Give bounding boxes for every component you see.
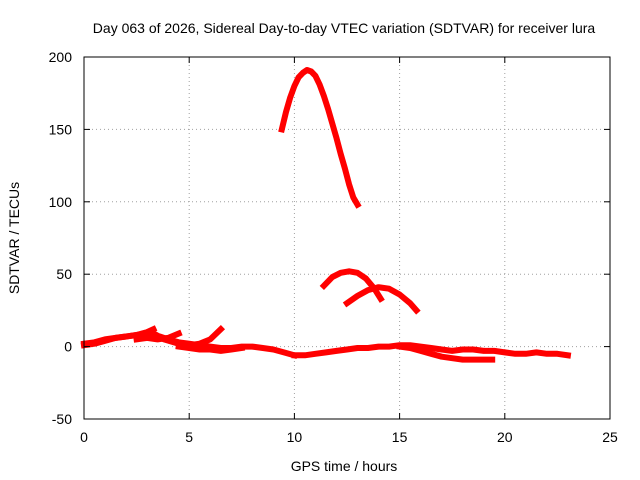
- series-line-arc-2: [291, 342, 572, 359]
- x-tick-label: 25: [602, 429, 618, 445]
- series-line-arc-5: [147, 324, 226, 349]
- x-tick-label: 10: [287, 429, 303, 445]
- series-line-arc-4: [133, 329, 183, 343]
- y-tick-label: 100: [49, 194, 73, 210]
- x-tick-label: 0: [80, 429, 88, 445]
- series-line-arc-7: [396, 343, 496, 363]
- grid: [84, 57, 610, 419]
- series-line-arc-8: [278, 67, 362, 209]
- series-line-arc-9: [319, 268, 385, 303]
- series-line-arc-3: [80, 325, 158, 349]
- series-layer: [80, 67, 572, 363]
- x-tick-label: 15: [392, 429, 408, 445]
- x-tick-label: 20: [497, 429, 513, 445]
- ticks: 0 5 10 15 20 25 -50 0 50 100 150 200: [49, 49, 618, 445]
- y-tick-label: 50: [56, 266, 72, 282]
- x-axis-label: GPS time / hours: [291, 458, 398, 474]
- series-line-arc-10: [342, 284, 421, 315]
- plot-frame: [83, 56, 611, 420]
- y-tick-label: 0: [64, 339, 72, 355]
- y-tick-label: 200: [49, 49, 73, 65]
- chart-title: Day 063 of 2026, Sidereal Day-to-day VTE…: [93, 20, 596, 36]
- x-tick-label: 5: [185, 429, 193, 445]
- y-tick-label: -50: [52, 411, 72, 427]
- y-axis-label: SDTVAR / TECUs: [6, 182, 22, 294]
- y-tick-label: 150: [49, 121, 73, 137]
- series-line-arc-6: [175, 343, 246, 354]
